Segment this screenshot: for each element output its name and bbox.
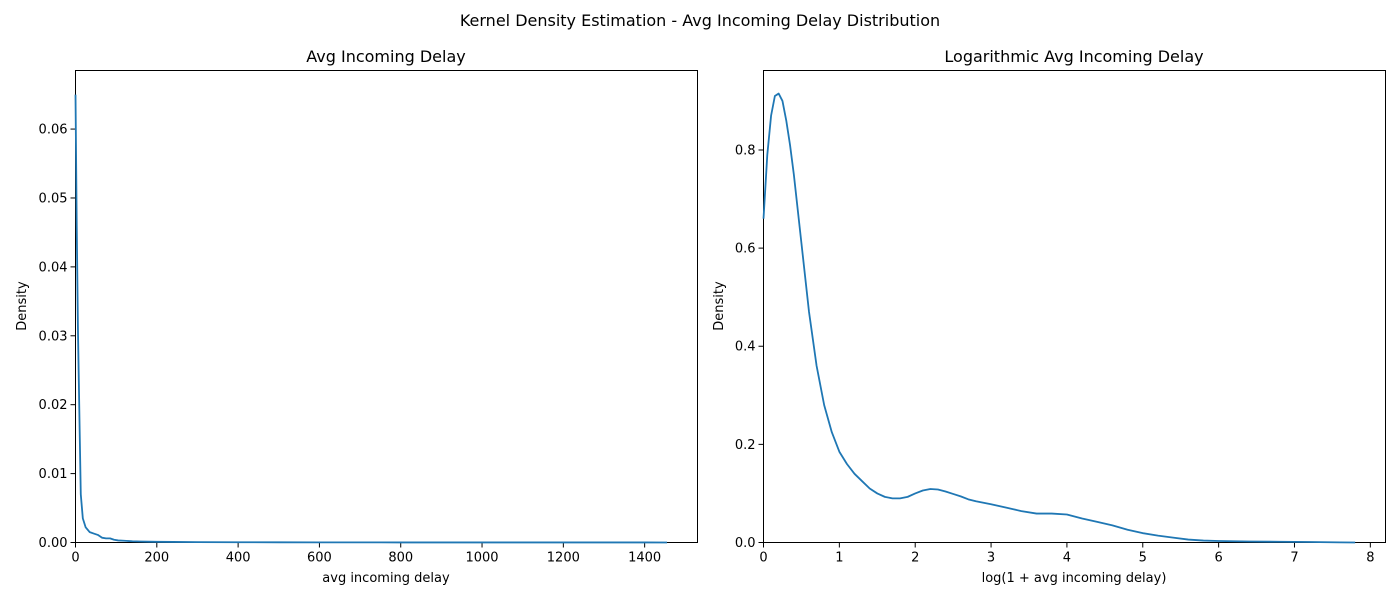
y-tick-label: 0.01 (39, 467, 68, 482)
panel-log-avg-incoming-delay: Logarithmic Avg Incoming Delay 0 1 2 3 4 5 6 7 8… (712, 47, 1386, 586)
y-tick-label: 0.8 (735, 143, 756, 158)
x-tick-label: 1 (835, 551, 843, 566)
x-tick-label: 1400 (628, 551, 661, 566)
panel-avg-incoming-delay: Avg Incoming Delay 0 200 400 600 800 1000 1200… (15, 47, 698, 586)
y-tick-label: 0.6 (735, 242, 756, 257)
panel-title: Logarithmic Avg Incoming Delay (944, 47, 1203, 66)
x-tick-label: 1000 (465, 551, 498, 566)
x-tick-label: 4 (1063, 551, 1071, 566)
x-ticks: 0 1 2 3 4 5 6 7 8 (759, 542, 1374, 566)
y-tick-label: 0.0 (735, 536, 756, 551)
x-tick-label: 3 (987, 551, 995, 566)
plot-frame (763, 70, 1386, 543)
x-tick-label: 0 (71, 551, 79, 566)
kde-line (74, 94, 668, 544)
x-ticks: 0 200 400 600 800 1000 1200 1400 (71, 542, 661, 566)
y-axis-label: Density (15, 281, 30, 331)
x-tick-label: 7 (1290, 551, 1298, 566)
y-tick-label: 0.06 (39, 123, 68, 138)
x-axis-label: log(1 + avg incoming delay) (982, 571, 1167, 586)
y-tick-label: 0.4 (735, 340, 756, 355)
y-ticks: 0.0 0.2 0.4 0.6 0.8 (735, 143, 764, 551)
panel-title: Avg Incoming Delay (306, 47, 465, 66)
x-tick-label: 6 (1214, 551, 1222, 566)
x-tick-label: 400 (226, 551, 251, 566)
y-tick-label: 0.03 (39, 329, 68, 344)
x-tick-label: 8 (1366, 551, 1374, 566)
y-tick-label: 0.00 (39, 536, 68, 551)
y-tick-label: 0.2 (735, 438, 756, 453)
plot-frame (75, 70, 698, 543)
x-tick-label: 2 (911, 551, 919, 566)
x-tick-label: 5 (1139, 551, 1147, 566)
x-tick-label: 0 (759, 551, 767, 566)
y-tick-label: 0.02 (39, 398, 68, 413)
y-tick-label: 0.04 (39, 260, 68, 275)
y-axis-label: Density (712, 281, 727, 331)
x-tick-label: 600 (307, 551, 332, 566)
y-ticks: 0.00 0.01 0.02 0.03 0.04 0.05 0.06 (39, 123, 76, 551)
x-tick-label: 1200 (547, 551, 580, 566)
x-tick-label: 200 (144, 551, 169, 566)
x-tick-label: 800 (388, 551, 413, 566)
x-axis-label: avg incoming delay (322, 571, 450, 586)
kde-line (762, 92, 1356, 544)
figure-suptitle: Kernel Density Estimation - Avg Incoming… (460, 11, 940, 30)
y-tick-label: 0.05 (39, 191, 68, 206)
